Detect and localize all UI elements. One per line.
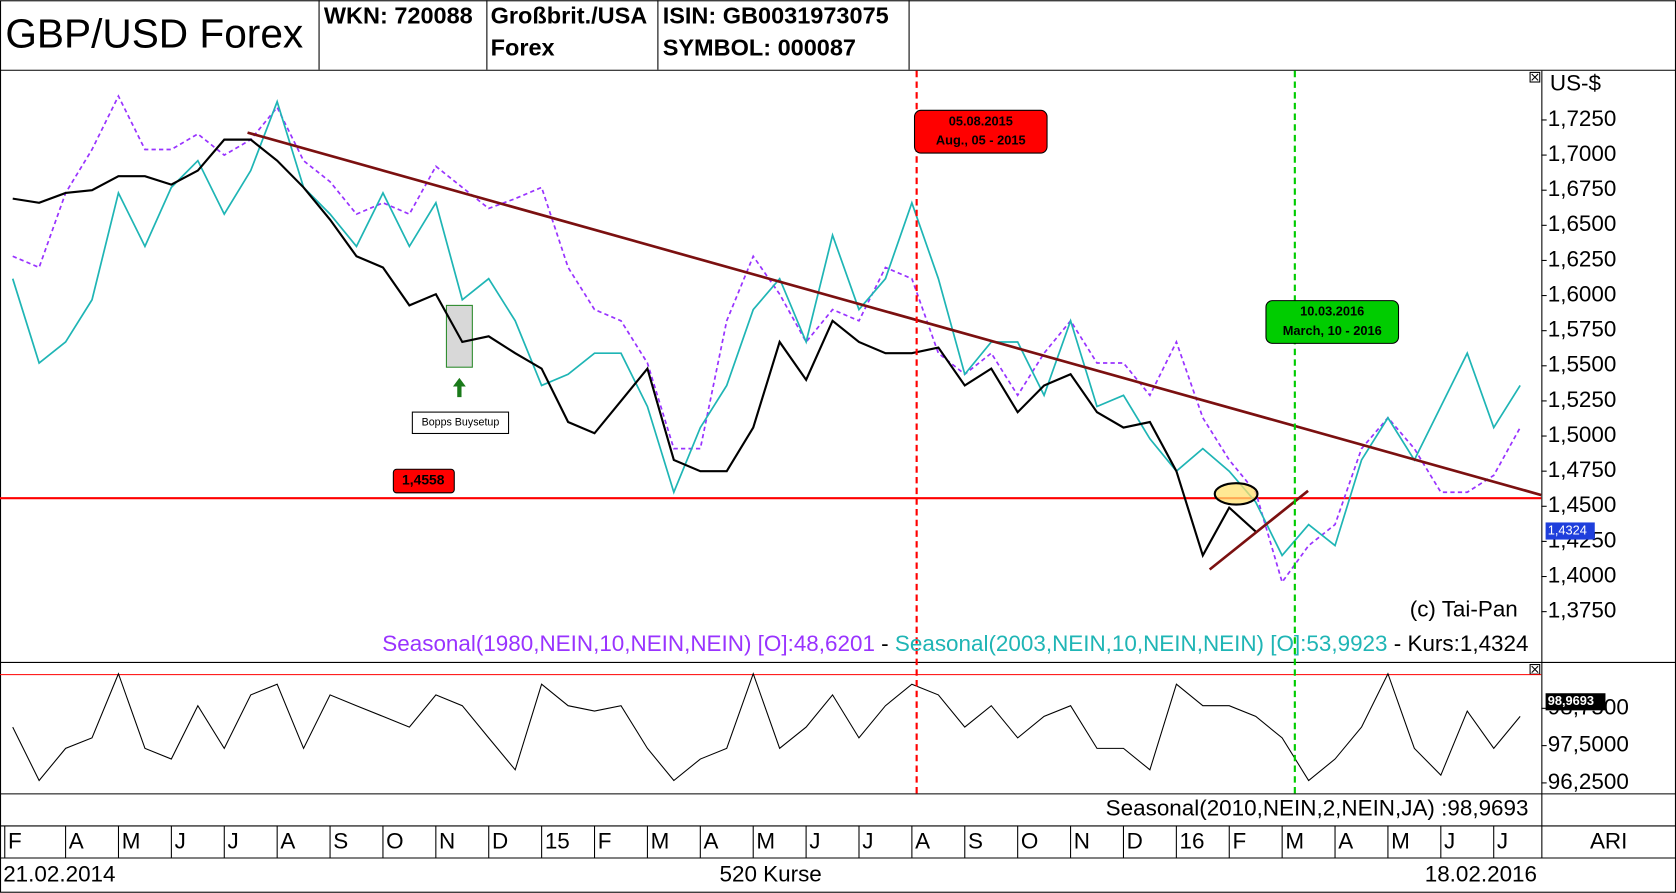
close-icon[interactable] (1529, 71, 1541, 83)
x-tick-label: M (1285, 828, 1304, 853)
isin: ISIN: GB0031973075 (663, 3, 889, 29)
y-tick-label: 1,7250 (1548, 106, 1617, 131)
y-tick-label: 1,5250 (1548, 387, 1617, 412)
x-tick-label: M (651, 828, 670, 853)
y-unit: US-$ (1550, 71, 1602, 96)
event-date: 05.08.2015 (949, 113, 1013, 128)
setup-label-box (411, 411, 510, 435)
x-tick-label: S (333, 828, 348, 853)
event-label-box (1265, 300, 1400, 344)
y-tick-label: 1,5500 (1548, 352, 1617, 377)
close-cross[interactable] (1531, 665, 1539, 673)
x-tick-label: A (280, 828, 295, 853)
x-tick-label: M (756, 828, 775, 853)
series-line (12, 672, 1521, 782)
series-line (12, 94, 1521, 585)
x-tick-label: F (598, 828, 612, 853)
copyright: (c) Tai-Pan (1410, 596, 1518, 621)
highlight (1213, 482, 1259, 506)
last-value-label: 98,9693 (1548, 693, 1594, 708)
setup-label: Bopps Buysetup (422, 417, 500, 429)
setup-arrow (452, 377, 466, 398)
x-tick-label: M (1391, 828, 1410, 853)
lower-plot (0, 672, 1542, 782)
x-tick-label: 16 (1180, 828, 1205, 853)
y-tick-label: 1,6750 (1548, 176, 1617, 201)
trend-line (247, 131, 1542, 497)
y-tick-label: 1,5750 (1548, 317, 1617, 342)
x-tick-label: N (1074, 828, 1090, 853)
last-value-box (1545, 693, 1606, 711)
count: 520 Kurse (720, 862, 822, 887)
legend-entry: Seasonal(2003,NEIN,10,NEIN,NEIN) [O]:53,… (895, 631, 1388, 656)
support-label-box (392, 468, 455, 494)
series-line (12, 138, 1257, 559)
legend-separator: - (1388, 631, 1408, 656)
x-tick-label: 15 (545, 828, 570, 853)
x-tick-label: F (1232, 828, 1246, 853)
close-cross[interactable] (1531, 73, 1539, 81)
last-value-label: 1,4324 (1548, 522, 1587, 537)
corner-label: ARI (1590, 828, 1627, 853)
x-tick-label: J (1444, 828, 1455, 853)
x-tick-label: O (1021, 828, 1038, 853)
legend: Seasonal(1980,NEIN,10,NEIN,NEIN) [O]:48,… (382, 631, 1528, 656)
y-tick-label: 1,6500 (1548, 211, 1617, 236)
legend-entry: Seasonal(1980,NEIN,10,NEIN,NEIN) [O]:48,… (382, 631, 875, 656)
start-date: 21.02.2014 (3, 862, 115, 887)
x-tick-label: D (492, 828, 508, 853)
x-tick-label: J (862, 828, 873, 853)
y-tick-label: 1,5000 (1548, 422, 1617, 447)
event-label-box (913, 109, 1048, 154)
x-tick-label: A (1338, 828, 1353, 853)
event-text: March, 10 - 2016 (1283, 323, 1382, 338)
x-tick-label: S (968, 828, 983, 853)
support-label: 1,4558 (402, 472, 445, 488)
y-tick-label: 1,4500 (1548, 492, 1617, 517)
x-tick-label: J (227, 828, 238, 853)
event-text: Aug., 05 - 2015 (936, 133, 1026, 148)
wkn: WKN: 720088 (324, 3, 473, 29)
x-tick-label: F (8, 828, 22, 853)
symbol: SYMBOL: 000087 (663, 35, 856, 61)
y-tick-label: 96,2500 (1548, 769, 1629, 794)
legend-separator: - (875, 631, 895, 656)
close-icon[interactable] (1529, 664, 1541, 675)
x-tick-label: A (915, 828, 930, 853)
last-value-box (1545, 522, 1595, 540)
y-tick-label: 1,6000 (1548, 281, 1617, 306)
x-tick-label: N (439, 828, 455, 853)
x-tick-label: J (175, 828, 186, 853)
trend-line (1208, 489, 1309, 571)
lower-legend: Seasonal(2010,NEIN,2,NEIN,JA) :98,9693 (1106, 795, 1529, 820)
market: Forex (491, 35, 555, 61)
x-tick-label: A (704, 828, 719, 853)
y-tick-label: 97,5000 (1548, 732, 1629, 757)
y-tick-label: 1,7000 (1548, 141, 1617, 166)
x-tick-label: D (1127, 828, 1143, 853)
x-tick-label: J (809, 828, 820, 853)
title: GBP/USD Forex (5, 10, 303, 56)
y-tick-label: 1,3750 (1548, 598, 1617, 623)
main-plot (0, 94, 1542, 585)
y-tick-label: 1,4000 (1548, 562, 1617, 587)
x-tick-label: O (386, 828, 403, 853)
x-tick-label: A (69, 828, 84, 853)
x-tick-label: J (1497, 828, 1508, 853)
y-tick-label: 1,6250 (1548, 246, 1617, 271)
header: GBP/USD Forex WKN: 720088 Großbrit./USA … (0, 0, 1676, 71)
end-date: 18.02.2016 (1425, 862, 1537, 887)
legend-entry: Kurs:1,4324 (1407, 631, 1528, 656)
x-tick-label: M (122, 828, 141, 853)
event-date: 10.03.2016 (1300, 304, 1364, 319)
country: Großbrit./USA (491, 3, 648, 29)
y-tick-label: 1,4750 (1548, 457, 1617, 482)
